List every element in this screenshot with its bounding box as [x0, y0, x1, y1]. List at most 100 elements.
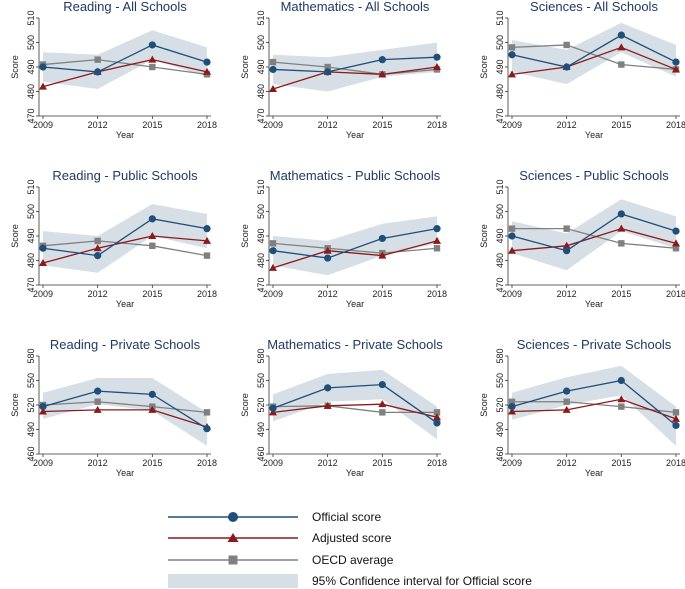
y-tick-label: 490: [256, 422, 266, 437]
x-tick-label: 2012: [557, 289, 577, 299]
series-adjusted-point: [508, 246, 516, 254]
series-oecd-line: [272, 61, 438, 76]
series-official-line: [511, 213, 677, 252]
series-official-point: [672, 227, 680, 235]
series-oecd-line: [272, 242, 438, 254]
series-adjusted-point: [39, 258, 47, 266]
series-official-point: [433, 53, 441, 61]
series-oecd-point: [672, 245, 680, 252]
y-tick-label: 580: [495, 348, 505, 363]
panel-sciences-public-schools: Sciences - Public Schools 470 480 490 500 510…: [479, 168, 685, 309]
x-axis-label: Year: [346, 299, 364, 309]
legend-oecd-marker: [228, 555, 238, 565]
series-adjusted-point: [39, 82, 47, 90]
series-official-point: [269, 65, 277, 74]
series-oecd-point: [672, 409, 680, 416]
series-adjusted-point: [203, 236, 211, 244]
y-tick-label: 490: [26, 59, 36, 74]
series-official-line: [272, 383, 438, 424]
series-official-point: [39, 244, 47, 252]
y-tick-label: 480: [495, 84, 505, 99]
x-tick-label: 2015: [372, 289, 392, 299]
x-axis-label: Year: [116, 468, 134, 478]
series-oecd-point: [269, 240, 277, 247]
series-official-point: [269, 404, 277, 412]
series-adjusted-line: [42, 409, 208, 428]
y-tick-label: 490: [495, 228, 505, 243]
x-tick-label: 2009: [33, 120, 53, 130]
y-tick-label: 520: [26, 397, 36, 412]
legend-official-marker: [228, 512, 238, 522]
x-tick-label: 2015: [142, 289, 162, 299]
series-oecd-point: [324, 63, 331, 71]
y-tick-label: 510: [495, 10, 505, 25]
x-tick-label: 2009: [263, 120, 283, 130]
x-tick-label: 2015: [142, 458, 162, 468]
x-tick-label: 2018: [666, 289, 685, 299]
x-tick-label: 2015: [142, 120, 162, 130]
series-oecd-point: [94, 56, 101, 63]
y-axis-label: Score: [10, 224, 20, 248]
y-tick-label: 490: [256, 59, 266, 74]
legend-ci-swatch: [168, 574, 298, 588]
series-official-point: [508, 51, 516, 59]
series-oecd-point: [563, 398, 570, 405]
series-oecd-line: [42, 58, 208, 75]
series-adjusted-point: [617, 43, 626, 51]
series-oecd-point: [618, 240, 625, 247]
x-tick-label: 2012: [88, 458, 108, 468]
legend-item-adjusted: Adjusted score: [168, 531, 392, 545]
y-tick-label: 510: [26, 10, 36, 25]
y-tick-label: 500: [26, 35, 36, 50]
ci-band: [273, 42, 437, 92]
legend-ci-label: 95% Confidence interval for Official sco…: [312, 574, 532, 588]
y-axis-label: Score: [240, 393, 250, 417]
y-tick-label: 500: [256, 204, 266, 219]
y-tick-label: 520: [495, 397, 505, 412]
y-tick-label: 480: [26, 84, 36, 99]
panel-title: Sciences - Public Schools: [519, 168, 669, 183]
x-tick-label: 2009: [502, 289, 522, 299]
panel-title: Reading - Private Schools: [50, 337, 201, 352]
series-oecd-line: [272, 405, 437, 414]
series-official-point: [563, 387, 571, 395]
series-oecd-point: [563, 41, 570, 49]
legend-item-ci: 95% Confidence interval for Official sco…: [168, 574, 532, 588]
series-official-point: [324, 384, 332, 392]
ci-band: [273, 369, 437, 440]
series-official-point: [269, 247, 277, 255]
y-tick-label: 550: [495, 373, 505, 388]
series-official-point: [378, 380, 386, 389]
x-tick-label: 2018: [197, 458, 217, 468]
x-tick-label: 2018: [197, 120, 217, 130]
y-tick-label: 520: [256, 397, 266, 412]
legend-adjusted-marker: [227, 533, 239, 542]
y-tick-label: 500: [26, 204, 36, 219]
x-tick-label: 2018: [427, 458, 447, 468]
series-adjusted-point: [562, 241, 571, 249]
series-oecd-line: [512, 227, 677, 249]
y-tick-label: 500: [256, 35, 266, 50]
y-tick-label: 580: [256, 348, 266, 363]
series-oecd-point: [203, 252, 211, 259]
series-oecd-point: [149, 63, 156, 71]
series-oecd-point: [269, 58, 277, 66]
series-official-point: [563, 247, 571, 255]
series-official-point: [148, 390, 156, 398]
series-official-point: [203, 225, 211, 233]
x-axis-label: Year: [585, 130, 603, 140]
series-adjusted-point: [269, 85, 277, 93]
y-tick-label: 470: [26, 277, 36, 292]
series-oecd-point: [433, 245, 441, 252]
ci-band: [512, 365, 676, 446]
series-official-point: [672, 58, 680, 66]
legend-oecd-label: OECD average: [312, 553, 394, 567]
x-tick-label: 2015: [611, 458, 631, 468]
ci-band: [43, 30, 207, 90]
y-tick-label: 550: [26, 373, 36, 388]
y-axis-label: Score: [479, 55, 489, 79]
ci-band: [512, 199, 676, 271]
series-adjusted-line: [272, 240, 438, 269]
ci-band: [43, 378, 207, 446]
ci-band: [273, 216, 437, 276]
